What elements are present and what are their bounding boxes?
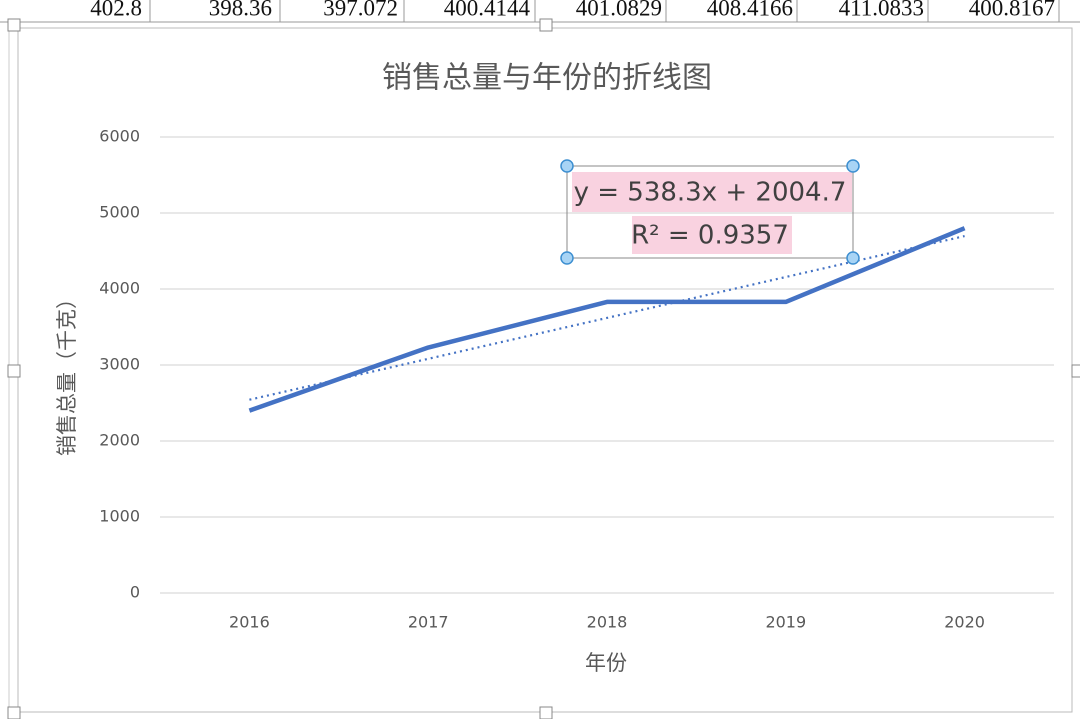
- handles: [560, 159, 860, 265]
- cell-value: 411.0833: [839, 0, 924, 20]
- y-tick-label: 3000: [99, 355, 140, 374]
- y-tick-label: 0: [130, 583, 140, 602]
- y-axis-label: 销售总量（千克）: [55, 288, 79, 456]
- y-tick-label: 5000: [99, 203, 140, 222]
- y-tick-label: 4000: [99, 279, 140, 298]
- cell-value: 408.4166: [707, 0, 793, 20]
- x-tick-label: 2017: [408, 613, 449, 632]
- y-tick-label: 1000: [99, 507, 140, 526]
- cell-value: 398.36: [209, 0, 272, 20]
- cell-value: 397.072: [323, 0, 398, 20]
- chart-title: 销售总量与年份的折线图: [382, 61, 712, 96]
- x-tick-label: 2016: [229, 613, 270, 632]
- cell-value: 401.0829: [576, 0, 662, 20]
- cell-value: 400.4144: [444, 0, 531, 20]
- highlight: [572, 172, 852, 212]
- x-axis-label: 年份: [585, 651, 627, 675]
- cell-value: 400.8167: [969, 0, 1055, 20]
- x-tick-label: 2019: [765, 613, 806, 632]
- series-line: [248, 226, 966, 413]
- y-tick-label: 6000: [99, 127, 140, 146]
- selection-box: [566, 165, 854, 259]
- trend-r2: R² = 0.9357: [631, 221, 789, 251]
- chart-frame[interactable]: [17, 27, 1073, 713]
- y-tick-label: 2000: [99, 431, 140, 450]
- trendline: [249, 235, 965, 401]
- cell-value: 402.8: [90, 0, 142, 20]
- x-tick-label: 2020: [944, 613, 985, 632]
- x-tick-label: 2018: [587, 613, 628, 632]
- highlight: [632, 216, 792, 254]
- equation-box[interactable]: y = 538.3x + 2004.7 R² = 0.9357: [560, 159, 860, 265]
- trend-equation: y = 538.3x + 2004.7: [574, 178, 847, 208]
- frame-handles: [7, 18, 1080, 719]
